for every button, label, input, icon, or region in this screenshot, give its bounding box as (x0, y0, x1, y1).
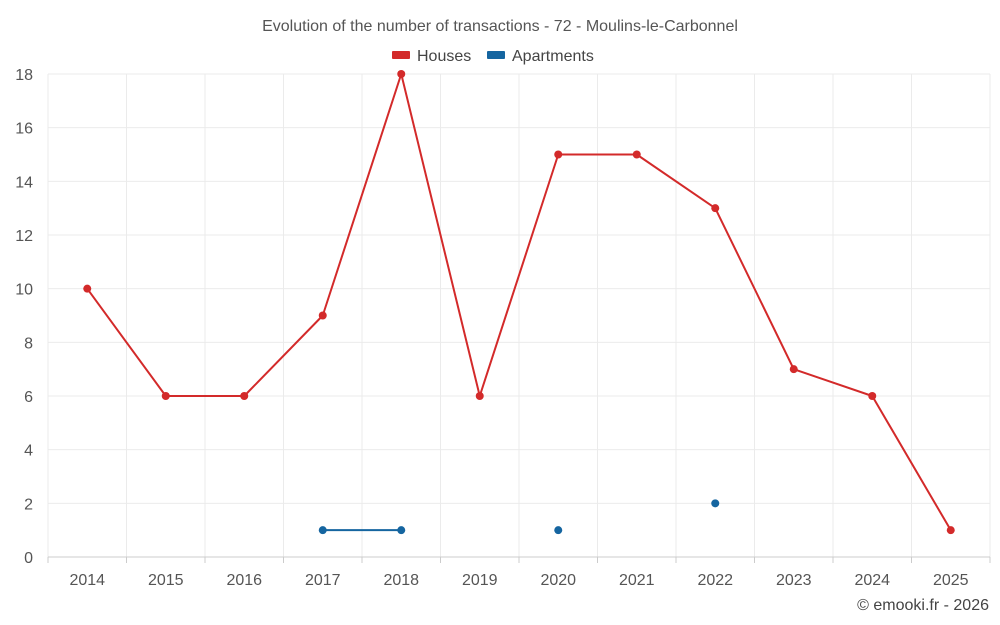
x-tick-label: 2025 (933, 572, 969, 589)
chart-title: Evolution of the number of transactions … (262, 18, 738, 35)
y-tick-label: 4 (24, 443, 33, 460)
y-tick-label: 0 (24, 550, 33, 567)
x-axis-ticks: 2014 2015 2016 2017 2018 2019 2020 2021 2022 2023… (69, 572, 968, 589)
x-tick-label: 2019 (462, 572, 498, 589)
x-tick-label: 2020 (540, 572, 576, 589)
houses-point (397, 70, 406, 78)
legend-label-houses[interactable]: Houses (417, 48, 471, 65)
apartments-point (318, 526, 327, 535)
legend-label-apartments[interactable]: Apartments (512, 48, 594, 65)
x-tick-label: 2015 (148, 572, 184, 589)
y-tick-label: 10 (15, 282, 33, 299)
y-axis-ticks: 0 2 4 6 8 10 12 14 16 18 (15, 67, 33, 567)
x-tick-label: 2018 (383, 572, 419, 589)
houses-point (83, 284, 92, 293)
legend: Houses Apartments (392, 48, 594, 65)
x-tick-label: 2022 (697, 572, 733, 589)
houses-point (161, 392, 170, 400)
x-tick-label: 2024 (854, 572, 890, 589)
houses-point (475, 392, 484, 400)
legend-swatch-houses (392, 51, 410, 59)
y-tick-label: 6 (24, 389, 33, 406)
y-tick-label: 12 (15, 228, 33, 245)
houses-series-line (86, 73, 952, 531)
houses-point (240, 392, 249, 400)
y-tick-label: 16 (15, 121, 33, 138)
houses-point (554, 150, 563, 159)
y-tick-label: 8 (24, 335, 33, 352)
series-group (83, 70, 955, 535)
x-tick-label: 2014 (69, 572, 105, 589)
houses-point (868, 392, 877, 400)
houses-point (946, 526, 955, 535)
apartments-point (711, 499, 720, 508)
legend-swatch-apartments (487, 51, 505, 59)
x-tick-label: 2017 (305, 572, 341, 589)
houses-point (318, 311, 327, 320)
x-tick-label: 2016 (226, 572, 262, 589)
x-tick-label: 2021 (619, 572, 655, 589)
houses-point (789, 365, 798, 374)
y-tick-label: 14 (15, 174, 33, 191)
apartments-point (554, 526, 563, 535)
credit-text: © emooki.fr - 2026 (857, 597, 989, 614)
houses-point (632, 150, 641, 159)
houses-point (711, 204, 720, 213)
x-tick-label: 2023 (776, 572, 812, 589)
apartments-point (397, 526, 406, 535)
y-tick-label: 2 (24, 496, 33, 513)
y-tick-label: 18 (15, 67, 33, 84)
grid (47, 73, 991, 563)
